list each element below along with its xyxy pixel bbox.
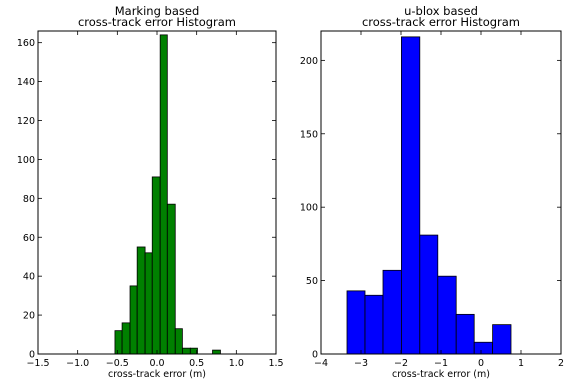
marking-x-tick-label: 1.5 [268,358,283,369]
ublox-bar [473,341,494,355]
ublox-x-axis-label: cross-track error (m) [392,369,490,380]
ublox-bar [346,290,366,355]
marking-y-tick-label: 0 [29,350,35,361]
ublox-chart-title-line-2: cross-track error Histogram [362,15,520,29]
marking-y-tick-label: 100 [17,155,35,166]
ublox-y-tick-label: 200 [300,56,318,67]
marking-bar [174,328,183,355]
marking-y-tick-label: 80 [23,194,35,205]
ublox-bar [437,275,457,355]
marking-y-tick-label: 120 [17,116,35,127]
marking-x-tick-label: −1.0 [66,358,89,369]
ublox-bar [364,294,384,355]
marking-x-tick-label: 0.5 [189,358,204,369]
ublox-x-tick-label: −3 [354,358,368,369]
marking-x-tick-label: 0.0 [149,358,164,369]
marking-histogram-panel: −1.5 −1.0 −0.5 0.0 0.5 1.0 1.5 0 20 40 60 80 100 120 1… [17,4,284,380]
ublox-axes-frame [320,30,562,355]
marking-bar [159,34,168,355]
ublox-x-tick-label: 2 [558,358,564,369]
ublox-bar [382,269,402,355]
marking-bar [129,285,138,355]
marking-y-tick-label: 20 [23,311,35,322]
ublox-bar [492,324,512,355]
ublox-chart-title-line-1: u-blox based [404,4,478,18]
marking-chart-title-line-2: cross-track error Histogram [78,15,236,29]
ublox-y-tick-label: 0 [312,350,318,361]
ublox-bar [400,36,421,355]
marking-bar [136,246,146,355]
marking-x-tick-label: −0.5 [106,358,129,369]
ublox-bar [455,313,475,355]
ublox-y-tick-label: 50 [306,276,318,287]
marking-bar [144,252,153,355]
ublox-y-tick-label: 100 [300,203,318,214]
marking-bar [151,176,161,355]
marking-bar [166,203,176,355]
marking-x-tick-label: −1.5 [26,358,49,369]
marking-x-axis-label: cross-track error (m) [108,369,206,380]
marking-axes-frame [37,30,277,355]
ublox-x-tick-label: 0 [478,358,484,369]
marking-y-tick-label: 160 [17,38,35,49]
ublox-x-tick-label: −2 [394,358,408,369]
ublox-y-tick-label: 150 [300,129,318,140]
marking-bar [181,347,191,355]
marking-y-tick-label: 140 [17,77,35,88]
marking-bar [212,349,221,355]
ublox-x-tick-label: 1 [518,358,524,369]
marking-y-tick-label: 60 [23,233,35,244]
marking-bar [121,322,131,355]
marking-x-tick-label: 1.0 [229,358,244,369]
marking-y-tick-label: 40 [23,272,35,283]
marking-chart-title-line-1: Marking based [115,4,200,18]
marking-bar [114,330,123,355]
ublox-bar [419,234,439,355]
ublox-x-tick-label: −1 [434,358,448,369]
ublox-x-tick-label: −4 [314,358,328,369]
